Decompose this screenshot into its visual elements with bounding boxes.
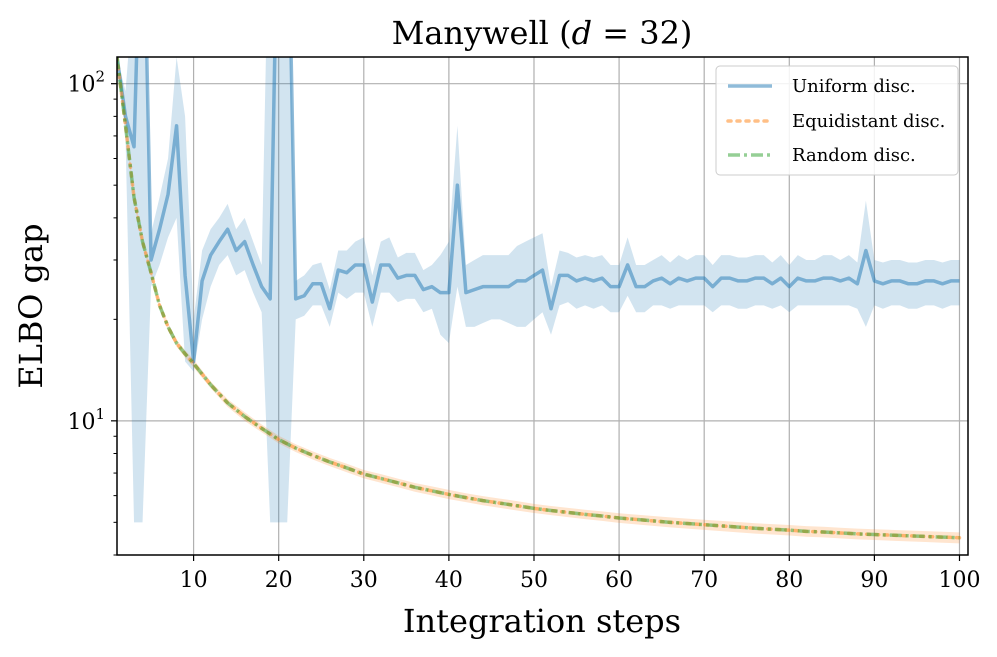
y-axis-ticks: 101 102 bbox=[67, 68, 117, 556]
uncertainty-bands bbox=[117, 57, 960, 544]
x-tick-label: 30 bbox=[350, 568, 378, 593]
x-tick-label: 70 bbox=[690, 568, 718, 593]
x-tick-label: 80 bbox=[775, 568, 803, 593]
x-tick-label: 20 bbox=[265, 568, 293, 593]
x-axis-label: Integration steps bbox=[403, 602, 681, 640]
legend-label-random: Random disc. bbox=[792, 145, 916, 166]
legend-box bbox=[715, 65, 959, 176]
y-axis-label: ELBO gap bbox=[12, 223, 50, 388]
x-tick-label: 90 bbox=[860, 568, 888, 593]
legend-label-equidistant: Equidistant disc. bbox=[792, 111, 945, 132]
x-tick-label: 40 bbox=[435, 568, 463, 593]
plot-frame bbox=[116, 56, 969, 556]
legend: Uniform disc. Equidistant disc. Random d… bbox=[715, 65, 959, 176]
chart-title: Manywell (d = 32) bbox=[392, 14, 693, 52]
y-tick-label: 102 bbox=[67, 68, 105, 98]
x-tick-label: 100 bbox=[938, 568, 980, 593]
x-axis-ticks: 10 20 30 40 50 60 70 80 90 100 bbox=[180, 555, 980, 593]
x-tick-label: 50 bbox=[520, 568, 548, 593]
series-line-2 bbox=[117, 57, 960, 540]
series-line-0 bbox=[117, 57, 960, 364]
legend-label-uniform: Uniform disc. bbox=[792, 76, 916, 97]
gridlines bbox=[117, 57, 968, 555]
x-tick-label: 10 bbox=[180, 568, 208, 593]
series-lines bbox=[117, 57, 962, 540]
x-tick-label: 60 bbox=[605, 568, 633, 593]
band-0 bbox=[117, 57, 960, 523]
y-tick-label: 101 bbox=[67, 405, 105, 435]
